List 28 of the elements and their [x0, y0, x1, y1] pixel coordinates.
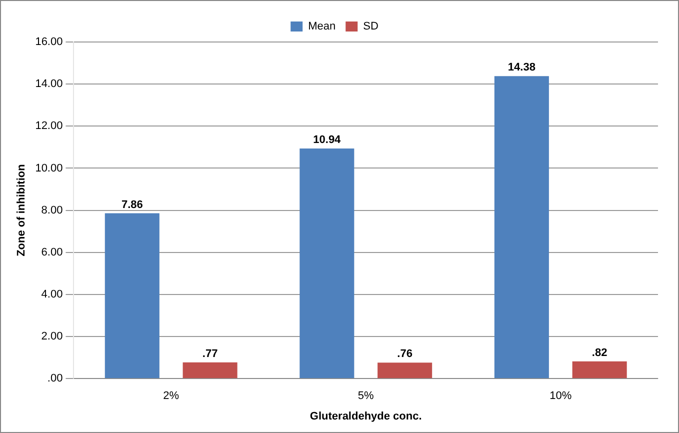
y-tick-label: 12.00 [35, 120, 63, 132]
bar [572, 361, 627, 378]
data-label: .82 [592, 346, 608, 359]
y-tick-label: 6.00 [41, 246, 63, 258]
y-tick-label: 16.00 [35, 36, 63, 48]
y-tick-label: 4.00 [41, 288, 63, 300]
data-label: 14.38 [508, 62, 536, 74]
x-axis-title: Gluteraldehyde conc. [310, 410, 422, 422]
y-tick-label: .00 [47, 372, 63, 385]
data-label: 7.86 [121, 198, 143, 211]
bar [182, 362, 238, 378]
y-tick-label: 14.00 [35, 78, 63, 90]
data-label: .77 [202, 348, 218, 360]
bar [494, 76, 549, 378]
legend-label: Mean [308, 20, 336, 33]
bar [378, 362, 432, 378]
bar [104, 213, 160, 378]
y-tick-label: 2.00 [41, 330, 63, 343]
y-axis-title: Zone of inhibition [16, 164, 28, 256]
y-tick-label: 8.00 [41, 204, 63, 216]
data-label: .76 [397, 348, 412, 360]
bar [300, 148, 354, 378]
x-tick-label: 10% [550, 390, 572, 402]
data-label: 10.94 [313, 134, 342, 146]
x-tick-label: 2% [163, 390, 180, 402]
x-tick-label: 5% [358, 390, 374, 402]
y-tick-label: 10.00 [35, 162, 63, 174]
legend-label: SD [363, 20, 378, 33]
